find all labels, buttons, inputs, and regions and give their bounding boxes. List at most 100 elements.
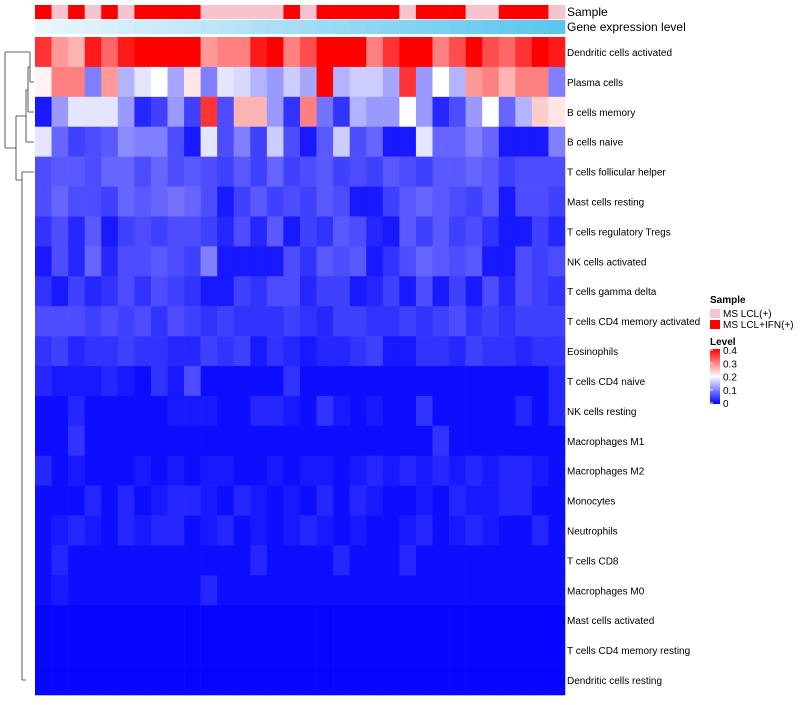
heatmap-cell [382,515,400,546]
heatmap-cell [184,455,201,486]
heatmap-cell [548,336,566,367]
heatmap-cell [184,665,201,696]
expression-level-cell [432,20,450,34]
heatmap-cell [415,306,433,337]
heatmap-cell [415,66,433,98]
heatmap-cell [531,126,549,157]
heatmap-cell [531,216,549,247]
heatmap-cell [482,665,500,696]
heatmap-cell [250,635,268,666]
heatmap-cell [117,485,135,516]
heatmap-cell [333,37,350,68]
heatmap-cell [482,485,500,516]
heatmap-cell [35,336,52,367]
heatmap-cell [515,246,533,277]
heatmap-cell [167,336,185,367]
heatmap-cell [283,635,301,666]
heatmap-cell [233,665,251,696]
heatmap-cell [283,37,301,68]
heatmap-cell [349,425,367,457]
sample-annotation-cell [382,5,400,19]
heatmap-cell [465,156,483,187]
heatmap-cell [399,66,417,98]
heatmap-cell [333,96,350,128]
heatmap-cell [266,306,284,337]
heatmap-cell [84,395,102,427]
heatmap-cell [449,37,466,68]
heatmap-cell [465,515,483,546]
heatmap-cell [134,395,152,427]
heatmap-cell [449,395,466,427]
heatmap-cell [349,485,367,516]
sample-annotation-cell [150,5,168,19]
heatmap-cell [283,216,301,247]
heatmap-cell [184,186,201,217]
heatmap-cell [415,336,433,367]
heatmap-cell [482,395,500,427]
sample-annotation-cell [366,5,384,19]
heatmap-cell [51,515,69,546]
heatmap-cell [515,455,533,486]
heatmap-cell [266,156,284,187]
heatmap-cell [117,336,135,367]
heatmap-cell [68,605,85,636]
heatmap-cell [250,545,268,576]
heatmap-cell [366,605,384,636]
heatmap-cell [548,306,566,337]
heatmap-cell [68,66,85,98]
heatmap-cell [531,455,549,486]
heatmap-cell [283,455,301,486]
heatmap-cell [300,575,317,606]
expression-level-cell [333,20,350,34]
heatmap-cell [465,665,483,696]
heatmap-cell [35,455,52,486]
heatmap-cell [117,96,135,128]
heatmap-cell [300,186,317,217]
heatmap-cell [35,545,52,576]
heatmap-cell [167,246,185,277]
heatmap-cell [548,216,566,247]
heatmap-cell [217,515,235,546]
heatmap-cell [465,246,483,277]
expression-level-cell [134,20,152,34]
heatmap-cell [333,605,350,636]
heatmap-cell [68,186,85,217]
heatmap-cell [35,515,52,546]
heatmap-cell [217,635,235,666]
expression-level-cell [266,20,284,34]
heatmap-cell [134,216,152,247]
sample-annotation-cell [432,5,450,19]
heatmap-cell [316,96,334,128]
heatmap-cell [515,66,533,98]
heatmap-cell [233,156,251,187]
heatmap-cell [134,485,152,516]
heatmap-cell [150,306,168,337]
heatmap-cell [266,366,284,397]
heatmap-cell [167,395,185,427]
heatmap-cell [184,366,201,397]
heatmap-cell [415,366,433,397]
sample-annotation-cell [84,5,102,19]
heatmap-cell [283,96,301,128]
expression-level-cell [283,20,301,34]
heatmap-cell [184,276,201,307]
heatmap-cell [250,216,268,247]
heatmap-cell [233,186,251,217]
heatmap-cell [449,545,466,576]
heatmap-cell [333,276,350,307]
legend-color-bar [710,349,720,404]
heatmap-cell [283,515,301,546]
heatmap-cell [415,216,433,247]
heatmap-cell [399,96,417,128]
heatmap-cell [101,186,119,217]
heatmap-cell [316,306,334,337]
heatmap-cell [150,515,168,546]
heatmap-cell [432,37,450,68]
heatmap-cell [449,156,466,187]
heatmap-cell [184,575,201,606]
heatmap-cell [449,366,466,397]
heatmap-cell [482,216,500,247]
heatmap-cell [449,246,466,277]
heatmap-cell [266,276,284,307]
